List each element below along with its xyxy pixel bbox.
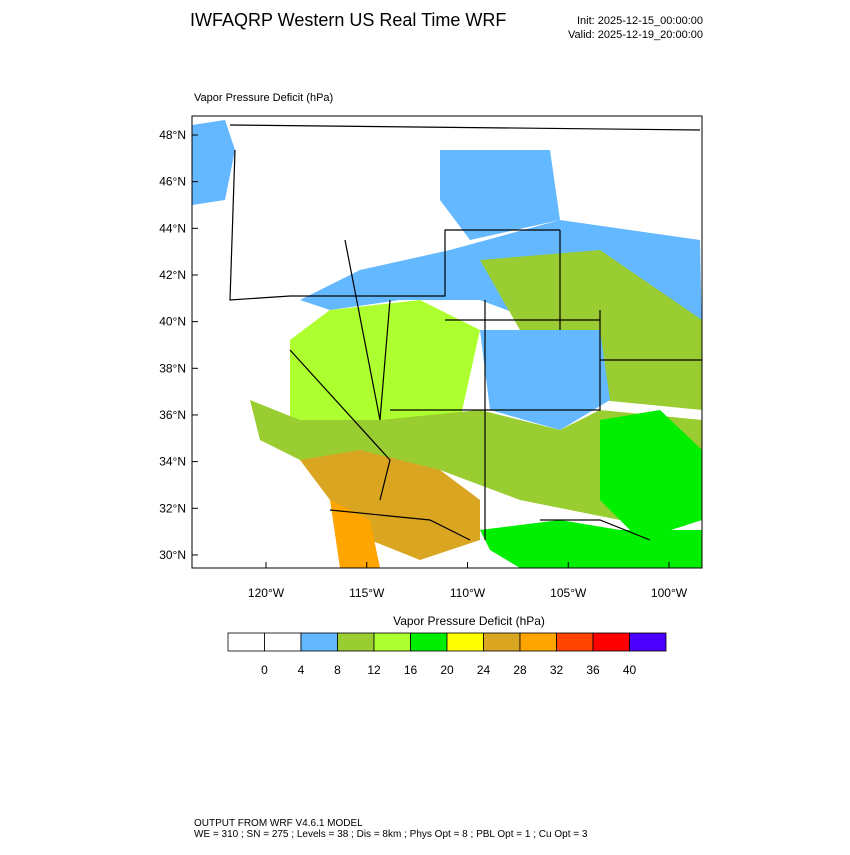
- lat-tick-label: 30°N: [159, 548, 186, 562]
- colorbar-box: [410, 632, 448, 652]
- colorbar-title: Vapor Pressure Deficit (hPa): [393, 614, 545, 628]
- lat-tick-label: 40°N: [159, 315, 186, 329]
- init-time: Init: 2025-12-15_00:00:00: [577, 15, 703, 27]
- map: [191, 115, 703, 569]
- lon-tick-label: 105°W: [550, 586, 587, 600]
- footer-line: WE = 310 ; SN = 275 ; Levels = 38 ; Dis …: [194, 829, 588, 840]
- colorbar-label: 20: [440, 663, 454, 677]
- region: [440, 150, 560, 240]
- lat-tick-label: 32°N: [159, 501, 186, 515]
- region: [192, 120, 235, 205]
- colorbar-label: 32: [550, 663, 564, 677]
- valid-time: Valid: 2025-12-19_20:00:00: [568, 29, 703, 41]
- region: [600, 410, 702, 540]
- colorbar-box: [592, 632, 630, 652]
- lat-tick-label: 48°N: [159, 128, 186, 142]
- lat-tick-label: 44°N: [159, 221, 186, 235]
- lat-tick-label: 46°N: [159, 175, 186, 189]
- colorbar-box: [483, 632, 521, 652]
- colorbar-box: [446, 632, 484, 652]
- colorbar-label: 36: [586, 663, 600, 677]
- region: [480, 330, 610, 430]
- colorbar-label: 24: [477, 663, 491, 677]
- colorbar-label: 0: [261, 663, 268, 677]
- colorbar-label: 8: [334, 663, 341, 677]
- colorbar-box: [556, 632, 594, 652]
- lon-tick-label: 120°W: [248, 586, 285, 600]
- colorbar-label: 28: [513, 663, 527, 677]
- colorbar-box: [300, 632, 338, 652]
- footer-line: OUTPUT FROM WRF V4.6.1 MODEL: [194, 818, 363, 829]
- colorbar-box: [629, 632, 667, 652]
- colorbar-label: 4: [298, 663, 305, 677]
- region: [330, 500, 380, 568]
- colorbar-box: [373, 632, 411, 652]
- colorbar-label: 12: [367, 663, 381, 677]
- colorbar-box: [227, 632, 265, 652]
- colorbar-box: [519, 632, 557, 652]
- lat-tick-label: 42°N: [159, 268, 186, 282]
- lon-tick-label: 110°W: [450, 586, 486, 600]
- region: [480, 520, 702, 568]
- region: [300, 450, 480, 560]
- colorbar-label: 16: [404, 663, 418, 677]
- lat-tick-label: 34°N: [159, 455, 186, 469]
- lon-tick-label: 100°W: [651, 586, 688, 600]
- lat-tick-label: 38°N: [159, 361, 186, 375]
- lat-tick-label: 36°N: [159, 408, 186, 422]
- map-frame: [191, 115, 703, 569]
- map-label: Vapor Pressure Deficit (hPa): [194, 92, 333, 104]
- colorbar-label: 40: [623, 663, 637, 677]
- title: IWFAQRP Western US Real Time WRF: [190, 10, 506, 30]
- colorbar-box: [337, 632, 375, 652]
- colorbar-box: [264, 632, 302, 652]
- lon-tick-label: 115°W: [349, 586, 385, 600]
- boundaries: [229, 124, 702, 541]
